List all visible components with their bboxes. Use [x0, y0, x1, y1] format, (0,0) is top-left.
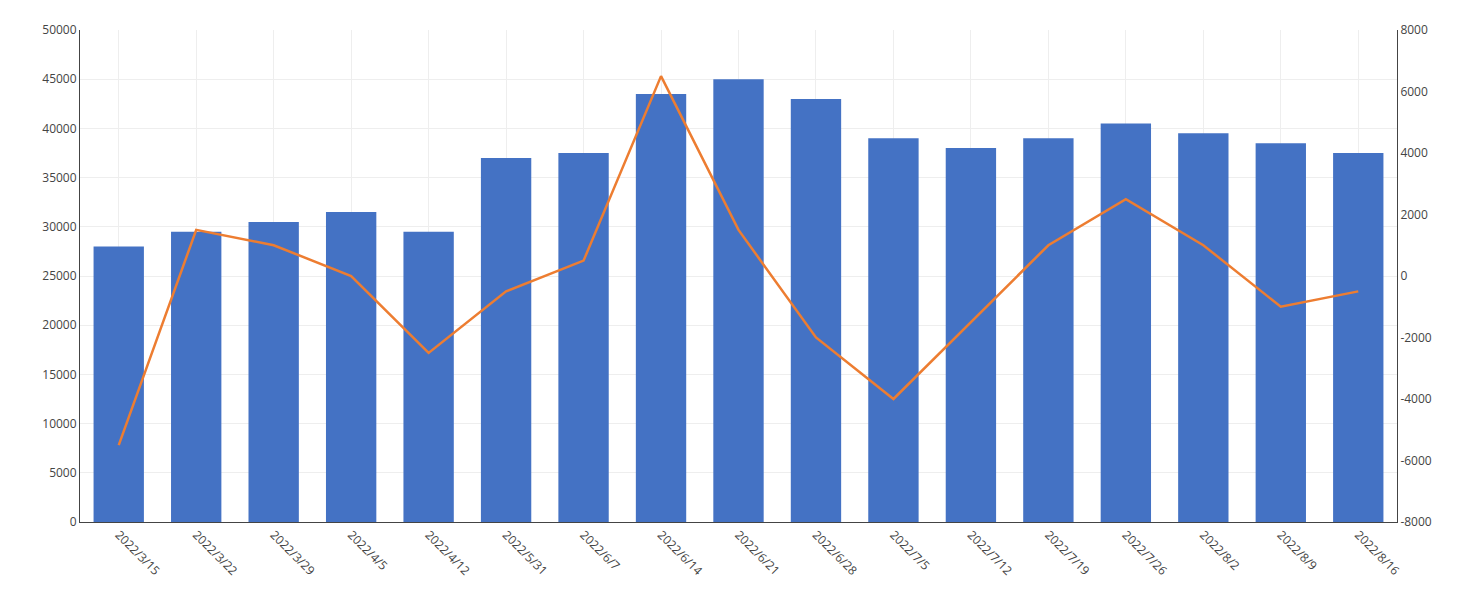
svg-text:2022/7/26: 2022/7/26: [1119, 526, 1171, 578]
svg-text:15000: 15000: [42, 366, 76, 383]
svg-text:2022/8/16: 2022/8/16: [1351, 526, 1403, 578]
svg-text:0: 0: [70, 513, 77, 530]
svg-text:5000: 5000: [49, 464, 77, 481]
svg-text:4000: 4000: [1400, 144, 1428, 161]
svg-text:2022/3/15: 2022/3/15: [112, 526, 164, 578]
svg-text:20000: 20000: [42, 316, 76, 333]
svg-text:2022/4/12: 2022/4/12: [422, 526, 474, 578]
svg-text:-6000: -6000: [1400, 452, 1431, 469]
svg-text:2022/4/5: 2022/4/5: [344, 526, 391, 573]
svg-text:10000: 10000: [42, 415, 76, 432]
svg-text:25000: 25000: [42, 267, 76, 284]
svg-text:40000: 40000: [42, 120, 76, 137]
svg-text:2022/7/5: 2022/7/5: [886, 526, 933, 573]
svg-text:8000: 8000: [1400, 21, 1428, 38]
svg-text:35000: 35000: [42, 169, 76, 186]
svg-text:2022/6/21: 2022/6/21: [731, 526, 783, 578]
svg-text:-2000: -2000: [1400, 329, 1431, 346]
svg-text:2000: 2000: [1400, 206, 1428, 223]
svg-text:2022/3/22: 2022/3/22: [189, 526, 241, 578]
svg-text:0: 0: [1400, 267, 1407, 284]
svg-text:2022/6/7: 2022/6/7: [576, 526, 623, 573]
svg-text:45000: 45000: [42, 70, 76, 87]
svg-text:2022/3/29: 2022/3/29: [267, 526, 319, 578]
svg-text:6000: 6000: [1400, 83, 1428, 100]
svg-text:2022/6/28: 2022/6/28: [809, 526, 861, 578]
svg-text:2022/7/19: 2022/7/19: [1041, 526, 1093, 578]
svg-text:50000: 50000: [42, 21, 76, 38]
svg-text:-4000: -4000: [1400, 390, 1431, 407]
svg-text:2022/8/9: 2022/8/9: [1274, 526, 1321, 573]
svg-text:-8000: -8000: [1400, 513, 1431, 530]
svg-text:2022/5/31: 2022/5/31: [499, 526, 551, 578]
svg-text:2022/7/12: 2022/7/12: [964, 526, 1016, 578]
svg-text:2022/8/2: 2022/8/2: [1196, 526, 1243, 573]
svg-text:2022/6/14: 2022/6/14: [654, 526, 706, 578]
svg-text:30000: 30000: [42, 218, 76, 235]
